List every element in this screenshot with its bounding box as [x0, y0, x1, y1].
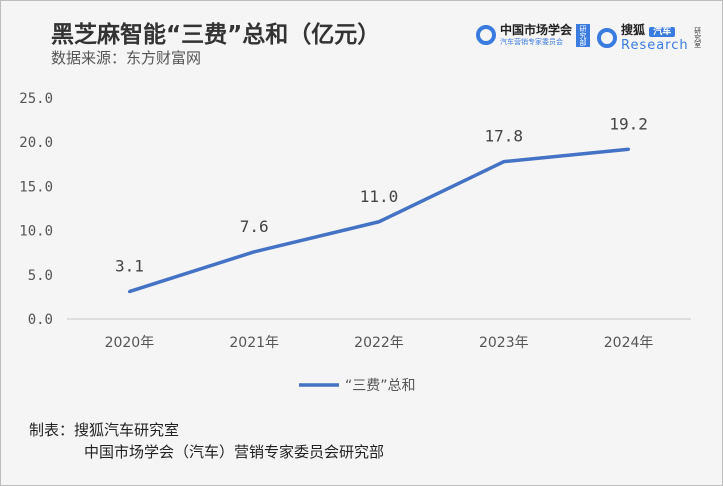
- x-tick-label: 2020年: [105, 335, 155, 351]
- q-logo-icon: [476, 25, 496, 45]
- y-tick-label: 0.0: [28, 312, 53, 328]
- footer-line2: 中国市场学会（汽车）营销专家委员会研究部: [84, 443, 385, 461]
- sohu-research: Research: [621, 38, 689, 53]
- sohu-title: 搜狐: [621, 23, 646, 37]
- y-tick-label: 5.0: [28, 268, 53, 284]
- x-tick-label: 2024年: [604, 335, 654, 351]
- data-source: 数据来源：东方财富网: [51, 49, 202, 67]
- data-point: [502, 160, 506, 164]
- cmsa-title: 中国市场学会: [500, 23, 573, 37]
- x-tick-label: 2023年: [479, 335, 529, 351]
- data-label: 11.0: [360, 187, 399, 206]
- data-label: 3.1: [115, 257, 144, 276]
- cmsa-logo: 中国市场学会 汽车营销专家委员会 研究部: [476, 23, 591, 47]
- footer-line1: 制表：搜狐汽车研究室: [29, 421, 180, 439]
- sohu-side: 研究室: [693, 27, 702, 48]
- y-tick-label: 15.0: [19, 179, 53, 195]
- data-point: [627, 147, 631, 151]
- x-tick-label: 2021年: [229, 335, 279, 351]
- data-point: [252, 250, 256, 254]
- data-label: 7.6: [240, 217, 269, 236]
- x-tick-label: 2022年: [354, 335, 404, 351]
- data-label: 19.2: [609, 114, 648, 133]
- q-logo-icon: [597, 27, 617, 48]
- y-tick-label: 25.0: [19, 91, 53, 107]
- cmsa-sub: 汽车营销专家委员会: [500, 38, 563, 46]
- cmsa-badge: 研究部: [576, 23, 591, 47]
- y-tick-label: 20.0: [19, 135, 53, 151]
- sohu-logo: 搜狐 汽车 Research 研究室: [597, 23, 703, 52]
- footer: 制表：搜狐汽车研究室 中国市场学会（汽车）营销专家委员会研究部: [29, 419, 384, 463]
- chart-title: 黑芝麻智能“三费”总和（亿元）: [51, 22, 381, 48]
- data-label: 17.8: [485, 127, 524, 146]
- sohu-badge: 汽车: [649, 27, 676, 37]
- y-tick-label: 10.0: [19, 224, 53, 240]
- data-point: [127, 290, 131, 294]
- legend-label: “三费”总和: [345, 378, 416, 394]
- data-point: [377, 220, 381, 224]
